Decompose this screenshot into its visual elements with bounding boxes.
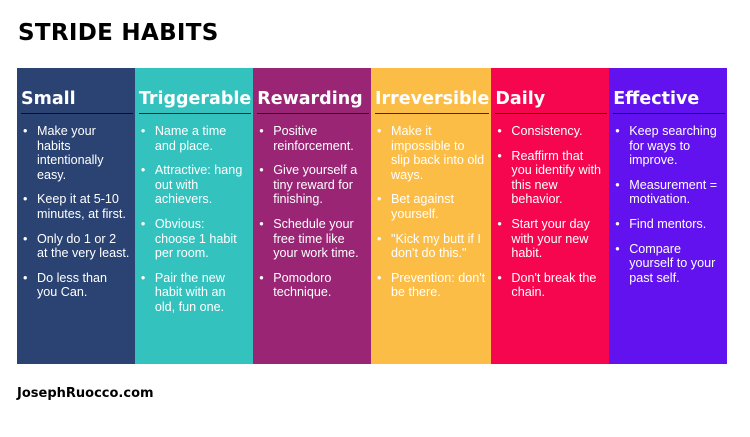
column-items: Positive reinforcement. Give yourself a … [257,124,366,300]
list-item: Find mentors. [613,217,722,232]
list-item: Give yourself a tiny reward for finishin… [257,163,366,207]
column-triggerable: Triggerable Name a time and place. Attra… [134,68,254,364]
list-item: Obvious: choose 1 habit per room. [139,217,248,261]
list-item: Start your day with your new habit. [495,217,604,261]
column-small: Small Make your habits intentionally eas… [17,68,135,364]
column-effective: Effective Keep searching for ways to imp… [609,68,728,364]
list-item: Name a time and place. [139,124,248,153]
list-item: Compare yourself to your past self. [613,242,722,286]
list-item: Pair the new habit with an old, fun one. [139,271,248,315]
column-header: Effective [613,89,726,114]
list-item: "Kick my butt if I don't do this." [375,232,486,261]
list-item: Make your habits intentionally easy. [21,124,130,182]
list-item: Attractive: hang out with achievers. [139,163,248,207]
column-daily: Daily Consistency. Reaffirm that you ide… [491,68,610,364]
list-item: Pomodoro technique. [257,271,366,300]
list-item: Bet against yourself. [375,192,486,221]
list-item: Consistency. [495,124,604,139]
column-irreversible: Irreversible Make it impossible to slip … [371,68,492,364]
column-items: Name a time and place. Attractive: hang … [139,124,248,315]
list-item: Measurement = motivation. [613,178,722,207]
column-items: Make it impossible to slip back into old… [375,124,486,300]
list-item: Positive reinforcement. [257,124,366,153]
list-item: Schedule your free time like your work t… [257,217,366,261]
list-item: Prevention: don't be there. [375,271,486,300]
list-item: Make it impossible to slip back into old… [375,124,486,182]
column-header: Rewarding [257,89,370,114]
list-item: Keep searching for ways to improve. [613,124,722,168]
column-rewarding: Rewarding Positive reinforcement. Give y… [253,68,372,364]
column-header: Irreversible [375,89,490,114]
column-header: Triggerable [138,89,252,114]
column-items: Keep searching for ways to improve. Meas… [613,124,722,285]
page-title: STRIDE HABITS [18,20,219,46]
list-item: Don't break the chain. [495,271,604,300]
list-item: Keep it at 5-10 minutes, at first. [21,192,130,221]
habits-columns: Small Make your habits intentionally eas… [17,68,728,364]
list-item: Reaffirm that you identify with this new… [495,149,604,207]
list-item: Do less than you Can. [21,271,130,300]
column-items: Consistency. Reaffirm that you identify … [495,124,604,300]
list-item: Only do 1 or 2 at the very least. [21,232,130,261]
column-items: Make your habits intentionally easy. Kee… [21,124,130,300]
site-url: JosephRuocco.com [17,386,154,401]
column-header: Small [21,89,133,114]
column-header: Daily [495,89,608,114]
